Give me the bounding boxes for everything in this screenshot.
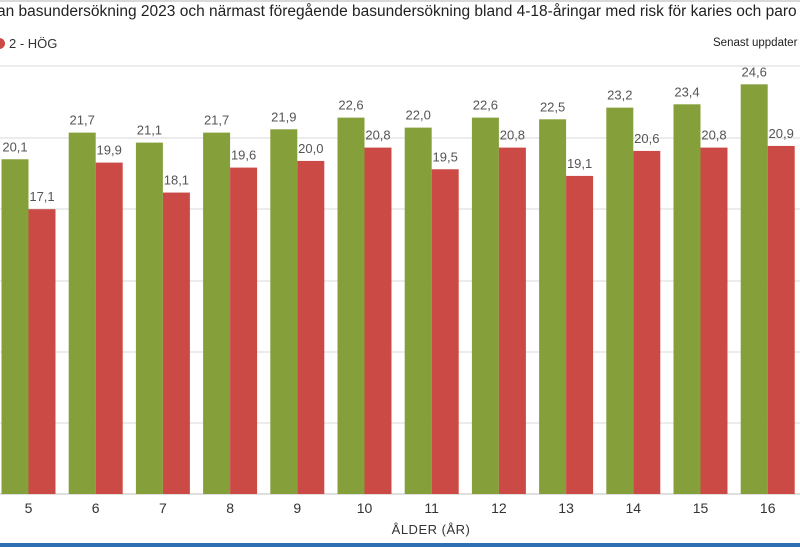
bar-green-6 xyxy=(68,132,96,494)
x-tick-label-5: 5 xyxy=(25,500,33,516)
bar-red-13 xyxy=(566,175,594,494)
data-label-red-11: 19,5 xyxy=(433,149,458,164)
bar-red-15 xyxy=(700,147,728,494)
x-tick-label-8: 8 xyxy=(226,500,234,516)
data-label-red-12: 20,8 xyxy=(500,128,525,143)
data-label-green-7: 21,1 xyxy=(137,123,162,138)
data-label-green-11: 22,0 xyxy=(406,108,431,123)
bar-green-8 xyxy=(203,132,231,494)
data-label-red-13: 19,1 xyxy=(567,156,592,171)
data-label-green-5: 20,1 xyxy=(2,139,27,154)
bar-green-10 xyxy=(337,117,365,494)
data-label-red-8: 19,6 xyxy=(231,148,256,163)
last-updated-label: Senast uppdater xyxy=(713,37,798,49)
bar-red-6 xyxy=(95,162,123,495)
data-label-green-8: 21,7 xyxy=(204,113,229,128)
data-label-red-5: 17,1 xyxy=(29,189,54,204)
bar-red-8 xyxy=(230,167,258,494)
data-label-green-12: 22,6 xyxy=(473,98,498,113)
data-label-red-16: 20,9 xyxy=(769,126,794,141)
bottom-border xyxy=(0,543,800,547)
bar-red-7 xyxy=(162,192,190,494)
chart-title: an basundersökning 2023 och närmast före… xyxy=(0,3,797,20)
data-label-green-15: 23,4 xyxy=(674,84,699,99)
x-tick-label-7: 7 xyxy=(159,500,167,516)
bar-green-12 xyxy=(471,117,499,494)
legend-label-hog: 2 - HÖG xyxy=(9,36,58,51)
bar-green-11 xyxy=(404,127,432,494)
x-tick-label-9: 9 xyxy=(293,500,301,516)
x-tick-label-14: 14 xyxy=(626,500,642,516)
x-axis-title: ÅLDER (ÅR) xyxy=(392,522,471,537)
bar-green-9 xyxy=(270,129,298,494)
bar-red-5 xyxy=(28,209,56,494)
data-label-green-10: 22,6 xyxy=(338,98,363,113)
legend: 2 - HÖG xyxy=(0,36,57,51)
data-label-green-6: 21,7 xyxy=(70,113,95,128)
legend-marker-hog xyxy=(0,38,5,49)
bar-green-14 xyxy=(606,107,634,494)
bar-red-12 xyxy=(498,147,526,494)
bar-green-13 xyxy=(539,119,567,494)
bar-green-16 xyxy=(740,84,768,495)
data-label-green-9: 21,9 xyxy=(271,109,296,124)
data-label-red-7: 18,1 xyxy=(164,173,189,188)
x-tick-label-12: 12 xyxy=(491,500,507,516)
bar-red-11 xyxy=(431,169,459,494)
x-tick-label-10: 10 xyxy=(357,500,373,516)
data-label-green-14: 23,2 xyxy=(607,88,632,103)
bar-red-14 xyxy=(633,150,661,495)
data-label-red-14: 20,6 xyxy=(634,131,659,146)
x-tick-label-15: 15 xyxy=(693,500,709,516)
bar-red-9 xyxy=(297,160,325,494)
bar-red-16 xyxy=(767,145,795,494)
bar-green-5 xyxy=(1,159,29,495)
x-tick-label-16: 16 xyxy=(760,500,776,516)
data-label-green-13: 22,5 xyxy=(540,99,565,114)
data-label-red-10: 20,8 xyxy=(365,128,390,143)
x-tick-label-6: 6 xyxy=(92,500,100,516)
x-tick-label-11: 11 xyxy=(424,500,439,516)
data-label-red-9: 20,0 xyxy=(298,141,323,156)
data-label-red-6: 19,9 xyxy=(97,143,122,158)
data-label-green-16: 24,6 xyxy=(742,64,767,79)
top-border xyxy=(0,0,800,2)
bar-green-7 xyxy=(135,142,163,495)
x-tick-label-13: 13 xyxy=(558,500,574,516)
bar-green-15 xyxy=(673,104,701,495)
bar-red-10 xyxy=(364,147,392,494)
data-label-red-15: 20,8 xyxy=(701,128,726,143)
